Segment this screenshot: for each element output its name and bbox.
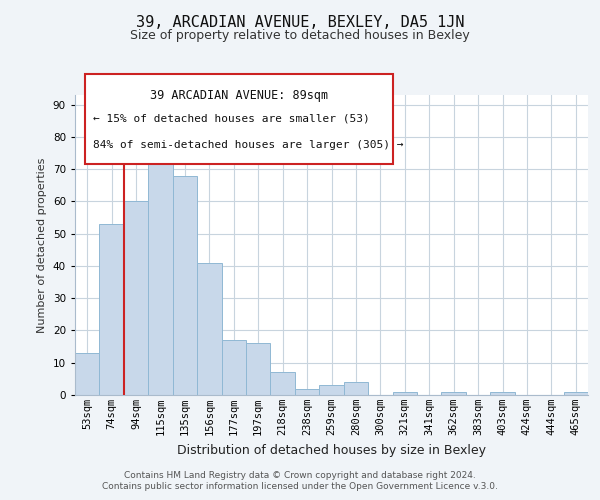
Bar xyxy=(75,353,100,395)
Bar xyxy=(197,262,221,395)
Bar xyxy=(221,340,246,395)
Bar xyxy=(148,153,173,395)
Bar xyxy=(173,176,197,395)
Text: ← 15% of detached houses are smaller (53): ← 15% of detached houses are smaller (53… xyxy=(93,113,370,123)
Text: 39, ARCADIAN AVENUE, BEXLEY, DA5 1JN: 39, ARCADIAN AVENUE, BEXLEY, DA5 1JN xyxy=(136,15,464,30)
Bar xyxy=(271,372,295,395)
Text: 39 ARCADIAN AVENUE: 89sqm: 39 ARCADIAN AVENUE: 89sqm xyxy=(150,89,328,102)
Bar xyxy=(490,392,515,395)
Bar xyxy=(392,392,417,395)
Text: 84% of semi-detached houses are larger (305) →: 84% of semi-detached houses are larger (… xyxy=(93,140,403,150)
Text: Contains HM Land Registry data © Crown copyright and database right 2024.: Contains HM Land Registry data © Crown c… xyxy=(124,471,476,480)
Text: Size of property relative to detached houses in Bexley: Size of property relative to detached ho… xyxy=(130,29,470,42)
Y-axis label: Number of detached properties: Number of detached properties xyxy=(37,158,47,332)
Bar xyxy=(295,388,319,395)
Bar xyxy=(344,382,368,395)
Bar xyxy=(319,386,344,395)
Text: Contains public sector information licensed under the Open Government Licence v.: Contains public sector information licen… xyxy=(102,482,498,491)
Bar xyxy=(124,202,148,395)
Bar xyxy=(100,224,124,395)
Bar xyxy=(442,392,466,395)
Bar xyxy=(563,392,588,395)
X-axis label: Distribution of detached houses by size in Bexley: Distribution of detached houses by size … xyxy=(177,444,486,456)
FancyBboxPatch shape xyxy=(85,74,393,164)
Bar xyxy=(246,344,271,395)
